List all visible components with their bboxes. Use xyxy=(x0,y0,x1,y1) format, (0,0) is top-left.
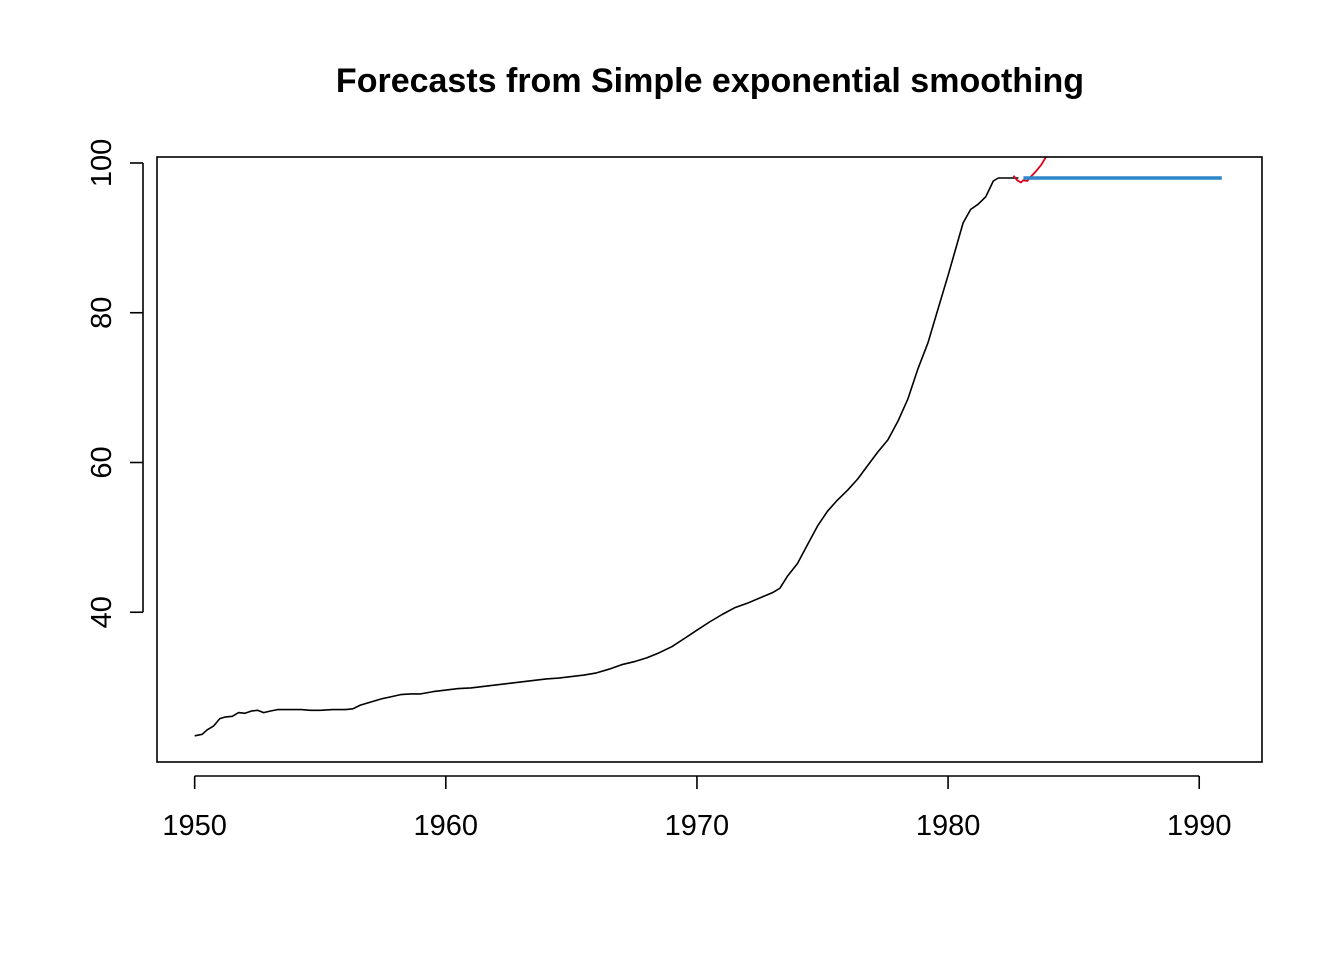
y-tick-label: 100 xyxy=(86,139,118,187)
y-tick-label: 40 xyxy=(86,596,118,628)
x-tick-label: 1970 xyxy=(665,810,730,842)
x-tick-label: 1990 xyxy=(1167,810,1232,842)
chart-title: Forecasts from Simple exponential smooth… xyxy=(336,62,1084,100)
y-tick-label: 60 xyxy=(86,446,118,478)
y-axis: 40 60 80 100 xyxy=(86,139,144,628)
x-axis: 1950 1960 1970 1980 1990 xyxy=(162,775,1232,842)
x-tick-label: 1950 xyxy=(162,810,227,842)
series-line-observed xyxy=(194,177,1019,737)
y-tick-label: 80 xyxy=(86,297,118,329)
plot-area-series xyxy=(194,157,1222,737)
x-tick-label: 1980 xyxy=(916,810,981,842)
series-line-fitted xyxy=(1012,157,1047,184)
x-tick-label: 1960 xyxy=(414,810,479,842)
plot-border xyxy=(156,156,1263,763)
